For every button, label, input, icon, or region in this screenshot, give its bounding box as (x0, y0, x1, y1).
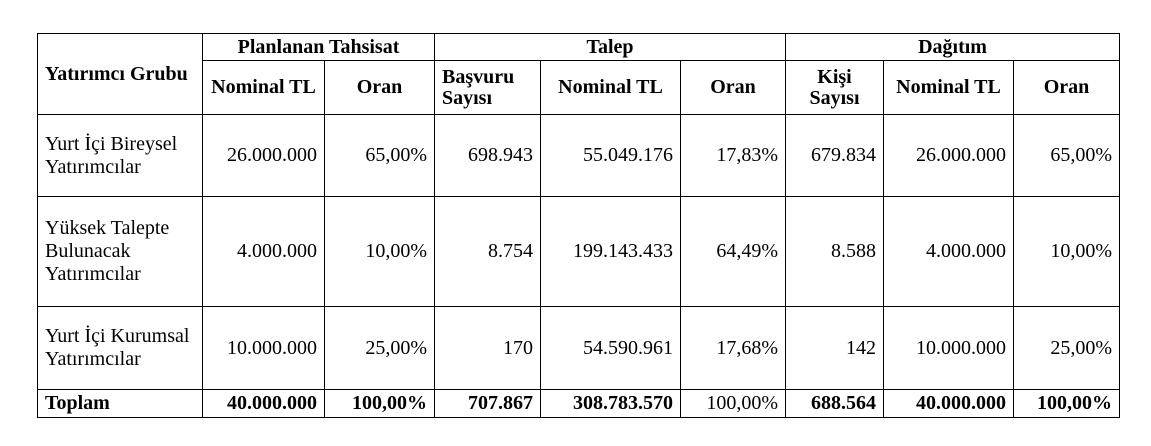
cell-distribution-persons: 679.834 (785, 114, 884, 197)
row-label: Yurt İçi Bireysel Yatırımcılar (37, 114, 203, 197)
cell-demand-nominal: 55.049.176 (540, 114, 681, 197)
header-row-sub: Nominal TL Oran Başvuru Sayısı Nominal T… (38, 60, 1121, 115)
cell-demand-applications: 170 (434, 306, 541, 390)
cell-demand-rate: 17,68% (680, 306, 786, 390)
total-demand-applications: 707.867 (434, 389, 541, 418)
header-planned-allocation: Planlanan Tahsisat (202, 33, 435, 61)
total-label: Toplam (37, 389, 203, 418)
header-demand-rate: Oran (680, 60, 786, 115)
header-planned-rate: Oran (324, 60, 435, 115)
cell-distribution-rate: 25,00% (1012, 306, 1121, 390)
cell-demand-nominal: 199.143.433 (540, 196, 681, 307)
cell-demand-rate: 17,83% (680, 114, 786, 197)
total-row: Toplam 40.000.000 100,00% 707.867 308.78… (37, 389, 1121, 418)
total-planned-rate: 100,00% (324, 389, 435, 418)
header-distribution-rate: Oran (1012, 60, 1121, 115)
row-label: Yurt İçi Kurumsal Yatırımcılar (37, 306, 203, 390)
table-row: Yurt İçi Kurumsal Yatırımcılar 10.000.00… (37, 306, 1121, 390)
table-row: Yüksek Talepte Bulunacak Yatırımcılar 4.… (37, 196, 1121, 307)
header-distribution-nominal: Nominal TL (883, 60, 1014, 115)
cell-distribution-nominal: 4.000.000 (883, 196, 1014, 307)
total-demand-rate: 100,00% (680, 389, 786, 418)
header-demand-applications: Başvuru Sayısı (434, 60, 541, 115)
cell-demand-nominal: 54.590.961 (540, 306, 681, 390)
cell-distribution-nominal: 26.000.000 (883, 114, 1014, 197)
header-distribution: Dağıtım (784, 33, 1121, 61)
cell-planned-rate: 10,00% (324, 196, 435, 307)
total-demand-nominal: 308.783.570 (540, 389, 681, 418)
total-distribution-nominal: 40.000.000 (883, 389, 1014, 418)
cell-distribution-persons: 142 (785, 306, 884, 390)
cell-distribution-rate: 10,00% (1012, 196, 1121, 307)
cell-demand-rate: 64,49% (680, 196, 786, 307)
row-label: Yüksek Talepte Bulunacak Yatırımcılar (37, 196, 203, 307)
header-demand: Talep (434, 33, 786, 61)
total-planned-nominal: 40.000.000 (202, 389, 325, 418)
cell-demand-applications: 698.943 (434, 114, 541, 197)
header-investor-group: Yatırımcı Grubu (37, 33, 203, 115)
cell-planned-nominal: 10.000.000 (202, 306, 325, 390)
cell-planned-nominal: 4.000.000 (202, 196, 325, 307)
header-distribution-persons: Kişi Sayısı (785, 60, 884, 115)
cell-distribution-persons: 8.588 (785, 196, 884, 307)
header-demand-nominal: Nominal TL (540, 60, 681, 115)
header-row-top: Yatırımcı Grubu Planlanan Tahsisat Talep… (37, 33, 1121, 115)
table-row: Yurt İçi Bireysel Yatırımcılar 26.000.00… (37, 114, 1121, 197)
total-distribution-persons: 688.564 (785, 389, 884, 418)
header-planned-nominal: Nominal TL (202, 60, 325, 115)
cell-planned-rate: 25,00% (324, 306, 435, 390)
cell-distribution-nominal: 10.000.000 (883, 306, 1014, 390)
cell-planned-nominal: 26.000.000 (202, 114, 325, 197)
cell-demand-applications: 8.754 (434, 196, 541, 307)
total-distribution-rate: 100,00% (1012, 389, 1121, 418)
cell-planned-rate: 65,00% (324, 114, 435, 197)
allocation-table: Yatırımcı Grubu Planlanan Tahsisat Talep… (37, 33, 1121, 418)
cell-distribution-rate: 65,00% (1012, 114, 1121, 197)
